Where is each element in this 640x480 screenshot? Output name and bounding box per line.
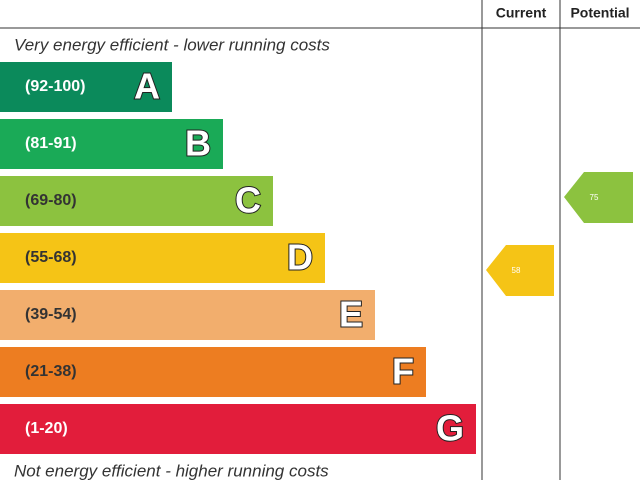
band-letter: B [185,123,211,164]
band-range: (92-100) [25,78,85,95]
band-g: (1-20) G [0,404,476,454]
band-bar [0,404,476,454]
band-bar [0,290,375,340]
rating-arrow [564,172,633,223]
band-b: (81-91) B [0,119,223,169]
band-letter: C [235,180,261,221]
band-letter: E [339,294,363,335]
band-letter: A [134,66,160,107]
band-letter: F [392,351,414,392]
band-range: (39-54) [25,306,77,323]
band-f: (21-38) F [0,347,426,397]
band-letter: G [436,408,464,449]
band-c: (69-80) C [0,176,273,226]
top-note: Very energy efficient - lower running co… [14,35,330,54]
band-a: (92-100) A [0,62,172,112]
band-range: (55-68) [25,249,77,266]
rating-arrow [486,245,554,296]
band-e: (39-54) E [0,290,375,340]
band-range: (69-80) [25,192,77,209]
bottom-note: Not energy efficient - higher running co… [14,461,329,480]
band-bar [0,233,325,283]
current-rating: 58 [512,266,521,275]
band-bar [0,62,172,112]
band-range: (81-91) [25,135,77,152]
band-range: (21-38) [25,363,77,380]
potential-header: Potential [570,5,629,21]
band-letter: D [287,237,313,278]
band-range: (1-20) [25,420,68,437]
current-rating-arrow: 58 [486,245,554,296]
band-bar [0,347,426,397]
potential-rating-arrow: 75 [564,172,633,223]
band-bar [0,119,223,169]
band-d: (55-68) D [0,233,325,283]
band-bar [0,176,273,226]
current-header: Current [496,5,547,21]
potential-rating: 75 [590,193,599,202]
